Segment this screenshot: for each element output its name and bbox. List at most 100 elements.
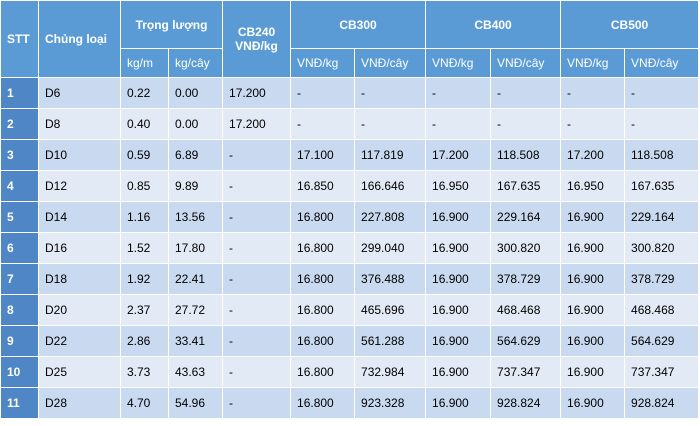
table-cell: - [624,108,700,140]
table-row: 5 D14 1.16 13.56-16.800 227.808 16.900 229.164… [0,201,700,233]
subheader-cell: VNĐ/cây [490,48,562,78]
table-cell: 16.900 [425,387,492,419]
table-cell: 17.200 [425,139,492,171]
table-cell: 0.40 [120,108,169,140]
table-cell: 16.800 [290,387,356,419]
table-cell: D16 [38,232,121,264]
table-cell: 27.72 [167,294,224,326]
table-row: 1 D6 0.22 0.00 17.200- - - - - - [0,77,700,109]
table-cell: D12 [38,170,121,202]
table-cell: 16.900 [560,232,626,264]
table-cell: - [222,201,292,233]
table-cell: - [222,294,292,326]
table-cell: - [425,77,492,109]
table-cell: 16.900 [425,356,492,388]
table-cell: 732.984 [354,356,427,388]
table-cell: 16.800 [290,201,356,233]
header-text: CB240 [237,25,276,39]
table-cell: 378.729 [490,263,562,295]
table-cell: 166.646 [354,170,427,202]
table-cell: 17.200 [560,139,626,171]
subheader-cell: VNĐ/cây [624,48,700,78]
table-row: 6 D16 1.52 17.80-16.800 299.040 16.900 300.820… [0,232,700,264]
table-cell: 468.468 [624,294,700,326]
subheader-cell: kg/cây [167,48,224,78]
row-number: 9 [0,325,39,357]
table-cell: 33.41 [167,325,224,357]
table-cell: D18 [38,263,121,295]
row-number: 3 [0,139,39,171]
subheader-cell: VNĐ/cây [354,48,427,78]
row-number: 7 [0,263,39,295]
table-row: 11 D28 4.70 54.96-16.800 923.328 16.900 928.82… [0,387,700,419]
header-cell: CB400 [425,0,562,49]
table-cell: D20 [38,294,121,326]
table-cell: - [222,263,292,295]
table-cell: 928.824 [490,387,562,419]
table-cell: 376.488 [354,263,427,295]
header-cell: CB240 VNĐ/kg [222,0,292,78]
table-cell: 16.900 [425,263,492,295]
table-cell: 17.200 [222,77,292,109]
table-cell: 737.347 [490,356,562,388]
row-number: 5 [0,201,39,233]
row-number: 6 [0,232,39,264]
header-row: kg/m kg/cây VNĐ/kg VNĐ/cây VNĐ/kg VNĐ/cây VNĐ/… [1,48,700,78]
table-header: STT Chủng loại Trọng lượng CB240 VNĐ/kg C… [0,0,700,78]
table-cell: 0.59 [120,139,169,171]
table-cell: - [425,108,492,140]
table-row: 8 D20 2.37 27.72-16.800 465.696 16.900 468.468… [0,294,700,326]
header-cell: Chủng loại [38,0,121,78]
header-cell: CB500 [560,0,700,49]
table-cell: 16.950 [425,170,492,202]
table-cell: D25 [38,356,121,388]
table-cell: D14 [38,201,121,233]
table-cell: 16.900 [560,387,626,419]
row-number: 1 [0,77,39,109]
table-cell: 43.63 [167,356,224,388]
table-row: 7 D18 1.92 22.41-16.800 376.488 16.900 378.729… [0,263,700,295]
table-cell: 54.96 [167,387,224,419]
table-cell: 16.900 [425,201,492,233]
table-row: 3 D10 0.59 6.89-17.100 117.819 17.200 118.508 1… [0,139,700,171]
table-body: 1 D6 0.22 0.00 17.200- - - - - -2 D8 0.40 0.00 17.200… [0,77,700,419]
table-cell: 564.629 [490,325,562,357]
table-row: 2 D8 0.40 0.00 17.200- - - - - - [0,108,700,140]
subheader-cell: VNĐ/kg [560,48,626,78]
table-cell: - [222,356,292,388]
row-number: 8 [0,294,39,326]
table-cell: - [290,77,356,109]
table-cell: 378.729 [624,263,700,295]
table-cell: - [222,232,292,264]
table-cell: 4.70 [120,387,169,419]
table-cell: D8 [38,108,121,140]
table-cell: 564.629 [624,325,700,357]
table-cell: 928.824 [624,387,700,419]
table-row: 9 D22 2.86 33.41-16.800 561.288 16.900 564.629… [0,325,700,357]
table-cell: - [624,77,700,109]
table-cell: 1.16 [120,201,169,233]
table-cell: 0.22 [120,77,169,109]
table-cell: 923.328 [354,387,427,419]
table-cell: 0.00 [167,108,224,140]
table-cell: - [490,108,562,140]
table-cell: 9.89 [167,170,224,202]
table-cell: D6 [38,77,121,109]
table-row: 10 D25 3.73 43.63-16.800 732.984 16.900 737.34… [0,356,700,388]
table-cell: - [222,170,292,202]
table-cell: 16.900 [425,294,492,326]
subheader-cell: VNĐ/kg [425,48,492,78]
row-number: 2 [0,108,39,140]
table-cell: D10 [38,139,121,171]
table-cell: 300.820 [624,232,700,264]
table-cell: 468.468 [490,294,562,326]
table-cell: 0.85 [120,170,169,202]
subheader-cell: kg/m [120,48,169,78]
table-cell: 16.950 [560,170,626,202]
table-cell: 16.800 [290,325,356,357]
table-cell: D22 [38,325,121,357]
table-cell: 229.164 [490,201,562,233]
table-cell: 167.635 [624,170,700,202]
table-cell: 737.347 [624,356,700,388]
